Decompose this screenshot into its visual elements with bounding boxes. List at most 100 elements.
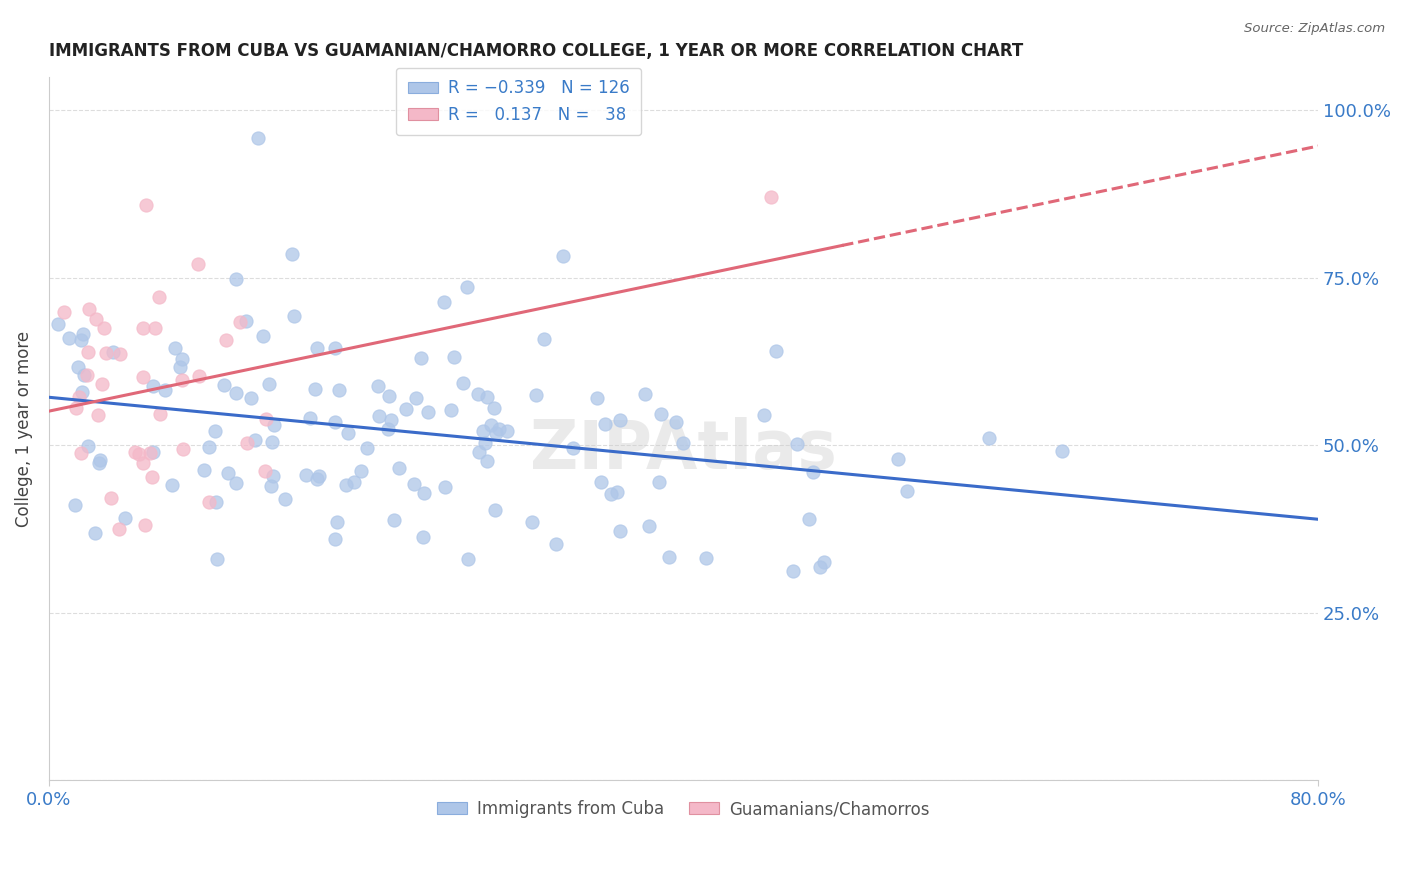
Point — [215, 334, 238, 348]
Text: Source: ZipAtlas.com: Source: ZipAtlas.com — [1244, 22, 1385, 36]
Y-axis label: College, 1 year or more: College, 1 year or more — [15, 330, 32, 526]
Point — [589, 475, 612, 490]
Point — [606, 485, 628, 500]
Point — [142, 379, 165, 393]
Point — [76, 439, 98, 453]
Point — [229, 315, 252, 329]
Point — [260, 478, 283, 492]
Point — [197, 440, 219, 454]
Point — [467, 386, 489, 401]
Legend: Immigrants from Cuba, Guamanians/Chamorros: Immigrants from Cuba, Guamanians/Chamorr… — [430, 793, 936, 825]
Point — [457, 552, 479, 566]
Point — [262, 469, 284, 483]
Point — [665, 415, 688, 429]
Point — [65, 401, 87, 415]
Point — [283, 310, 305, 324]
Point — [382, 513, 405, 527]
Point — [520, 515, 543, 529]
Point — [307, 341, 329, 355]
Point — [813, 555, 835, 569]
Point — [413, 486, 436, 500]
Point — [695, 550, 717, 565]
Point — [148, 290, 170, 304]
Point — [298, 410, 321, 425]
Point — [488, 422, 510, 436]
Point — [484, 502, 506, 516]
Point — [433, 295, 456, 310]
Point — [89, 453, 111, 467]
Point — [170, 351, 193, 366]
Point — [108, 347, 131, 361]
Point — [434, 480, 457, 494]
Point — [786, 437, 808, 451]
Point — [305, 472, 328, 486]
Point — [108, 522, 131, 536]
Point — [273, 491, 295, 506]
Point — [93, 321, 115, 335]
Point — [759, 190, 782, 204]
Point — [977, 431, 1000, 445]
Point — [474, 436, 496, 450]
Point — [356, 441, 378, 455]
Point — [323, 415, 346, 429]
Point — [367, 409, 389, 424]
Point — [308, 469, 330, 483]
Point — [609, 413, 631, 427]
Point — [443, 350, 465, 364]
Point — [217, 467, 239, 481]
Point — [304, 382, 326, 396]
Point — [225, 475, 247, 490]
Point — [142, 445, 165, 459]
Point — [132, 320, 155, 334]
Point — [204, 425, 226, 439]
Point — [134, 517, 156, 532]
Point — [46, 317, 69, 331]
Point — [335, 478, 357, 492]
Point — [73, 368, 96, 383]
Point — [160, 477, 183, 491]
Text: IMMIGRANTS FROM CUBA VS GUAMANIAN/CHAMORRO COLLEGE, 1 YEAR OR MORE CORRELATION C: IMMIGRANTS FROM CUBA VS GUAMANIAN/CHAMOR… — [49, 42, 1024, 60]
Point — [496, 424, 519, 438]
Point — [207, 552, 229, 566]
Point — [294, 467, 316, 482]
Point — [797, 512, 820, 526]
Point — [58, 331, 80, 345]
Point — [263, 417, 285, 432]
Point — [243, 433, 266, 447]
Point — [440, 403, 463, 417]
Point — [782, 564, 804, 578]
Point — [634, 387, 657, 401]
Point — [70, 333, 93, 347]
Point — [165, 341, 187, 355]
Point — [411, 351, 433, 366]
Point — [135, 198, 157, 212]
Point — [72, 326, 94, 341]
Point — [114, 511, 136, 525]
Point — [551, 249, 574, 263]
Point — [752, 409, 775, 423]
Point — [198, 494, 221, 508]
Point — [100, 491, 122, 505]
Point — [53, 304, 76, 318]
Point — [367, 378, 389, 392]
Point — [343, 475, 366, 489]
Point — [526, 388, 548, 402]
Point — [87, 409, 110, 423]
Point — [187, 368, 209, 383]
Point — [765, 343, 787, 358]
Point — [94, 345, 117, 359]
Point — [416, 405, 439, 419]
Point — [132, 456, 155, 470]
Point — [87, 456, 110, 470]
Point — [475, 390, 498, 404]
Point — [377, 389, 399, 403]
Point — [586, 391, 609, 405]
Point — [638, 519, 661, 533]
Point — [533, 332, 555, 346]
Point — [377, 422, 399, 436]
Point — [70, 384, 93, 399]
Point — [323, 341, 346, 355]
Point — [67, 390, 90, 404]
Point — [66, 359, 89, 374]
Point — [252, 328, 274, 343]
